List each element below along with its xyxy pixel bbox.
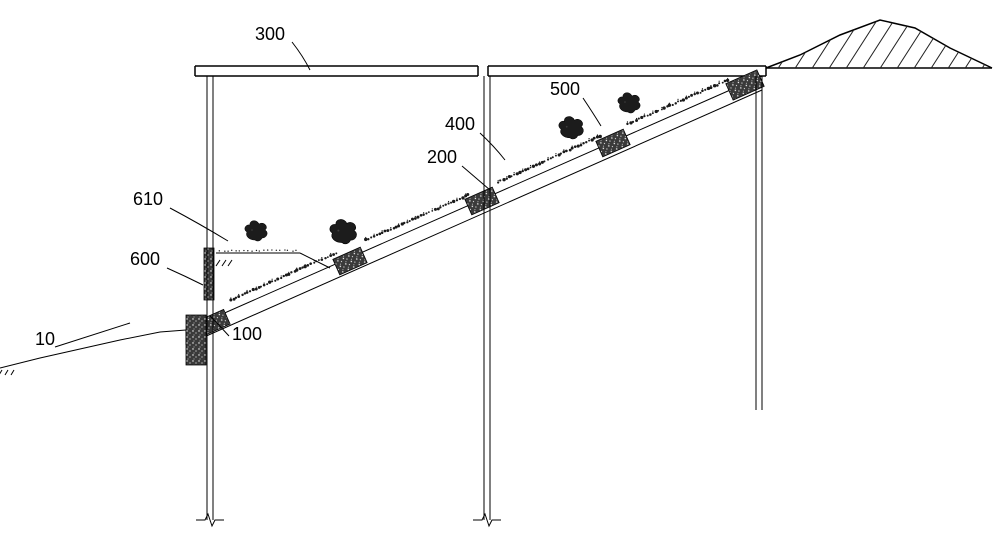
label-200: 200: [427, 147, 457, 167]
label-10: 10: [35, 329, 55, 349]
leader-600: [167, 268, 203, 285]
label-500: 500: [550, 79, 580, 99]
leader-10: [55, 323, 130, 347]
label-610: 610: [133, 189, 163, 209]
label-100: 100: [232, 324, 262, 344]
leader-500: [583, 98, 601, 126]
label-400: 400: [445, 114, 475, 134]
label-300: 300: [255, 24, 285, 44]
leader-200: [462, 166, 490, 190]
leader-610: [170, 208, 228, 241]
label-600: 600: [130, 249, 160, 269]
